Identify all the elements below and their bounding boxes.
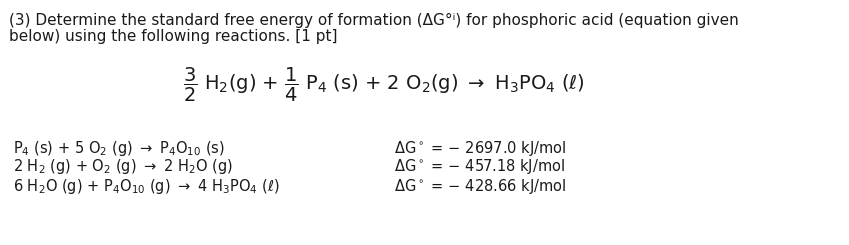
- Text: $\Delta$G$^\circ$ = − 457.18 kJ/mol: $\Delta$G$^\circ$ = − 457.18 kJ/mol: [394, 158, 565, 176]
- Text: 2 H$_2$ (g) + O$_2$ (g) $\rightarrow$ 2 H$_2$O (g): 2 H$_2$ (g) + O$_2$ (g) $\rightarrow$ 2 …: [13, 158, 233, 176]
- Text: P$_4$ (s) + 5 O$_2$ (g) $\rightarrow$ P$_4$O$_{10}$ (s): P$_4$ (s) + 5 O$_2$ (g) $\rightarrow$ P$…: [13, 138, 224, 158]
- Text: below) using the following reactions. [1 pt]: below) using the following reactions. [1…: [9, 29, 338, 44]
- Text: $\dfrac{3}{2}$ H$_2$(g) + $\dfrac{1}{4}$ P$_4$ (s) + 2 O$_2$(g) $\rightarrow$ H$: $\dfrac{3}{2}$ H$_2$(g) + $\dfrac{1}{4}$…: [183, 66, 585, 104]
- Text: 6 H$_2$O (g) + P$_4$O$_{10}$ (g) $\rightarrow$ 4 H$_3$PO$_4$ ($\ell$): 6 H$_2$O (g) + P$_4$O$_{10}$ (g) $\right…: [13, 176, 279, 196]
- Text: $\Delta$G$^\circ$ = − 2697.0 kJ/mol: $\Delta$G$^\circ$ = − 2697.0 kJ/mol: [394, 138, 566, 158]
- Text: $\Delta$G$^\circ$ = − 428.66 kJ/mol: $\Delta$G$^\circ$ = − 428.66 kJ/mol: [394, 176, 566, 196]
- Text: (3) Determine the standard free energy of formation (ΔG°ⁱ) for phosphoric acid (: (3) Determine the standard free energy o…: [9, 13, 739, 28]
